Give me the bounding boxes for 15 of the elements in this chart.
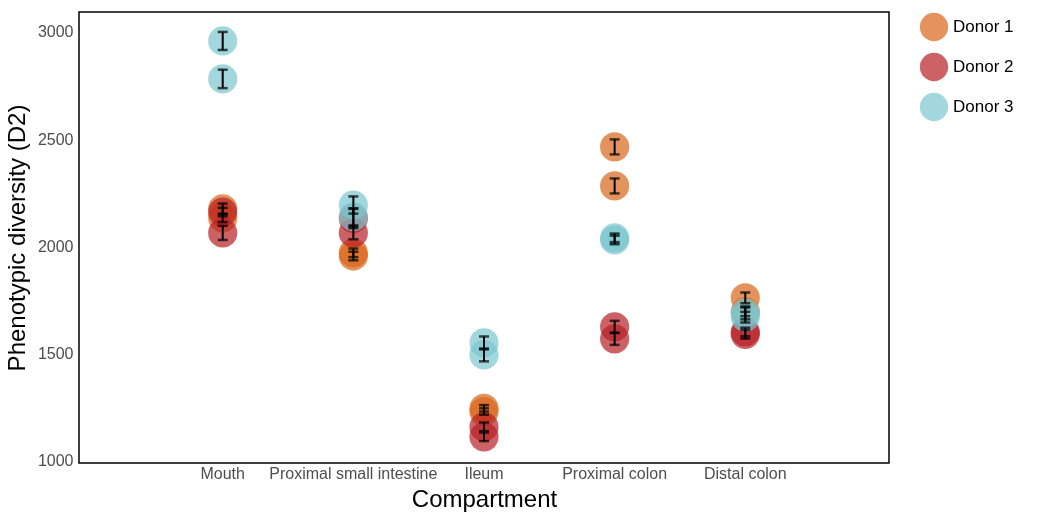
x-tick-label: Proximal small intestine (269, 464, 438, 482)
y-tick-label: 1000 (37, 452, 74, 470)
legend-label: Donor 1 (953, 17, 1014, 36)
x-tick-label: Distal colon (703, 464, 787, 482)
x-tick-label: Mouth (200, 464, 245, 482)
y-tick-label: 2500 (37, 130, 74, 148)
y-tick-label: 3000 (37, 23, 74, 41)
legend-label: Donor 2 (953, 57, 1014, 76)
y-tick-label: 1500 (37, 345, 74, 363)
x-axis-title: Compartment (411, 484, 558, 512)
x-tick-label: Ileum (464, 464, 504, 482)
y-axis-title: Phenotypic diversity (D2) (2, 104, 30, 372)
y-tick-label: 2000 (37, 237, 74, 255)
legend-label: Donor 3 (953, 97, 1014, 116)
x-tick-label: Proximal colon (562, 464, 668, 482)
